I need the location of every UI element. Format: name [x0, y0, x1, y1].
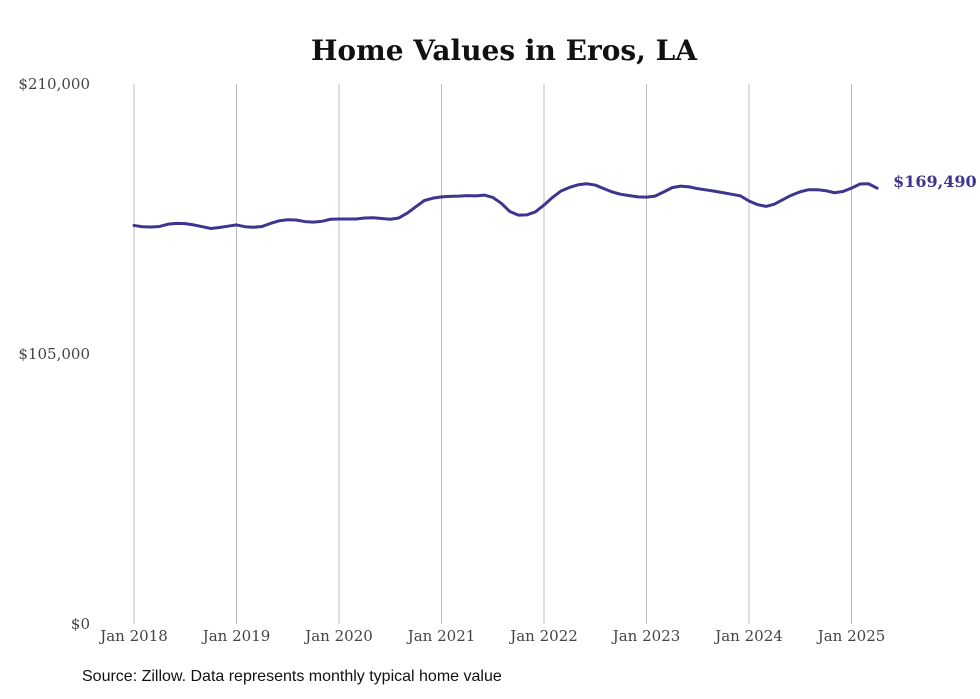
x-tick-label: Jan 2018: [98, 627, 168, 645]
y-tick-label: $0: [71, 615, 90, 633]
x-tick-label: Jan 2022: [508, 627, 578, 645]
series-line: [132, 182, 879, 231]
x-tick-label: Jan 2023: [611, 627, 681, 645]
source-note: Source: Zillow. Data represents monthly …: [82, 668, 502, 685]
end-value-label: $169,490: [893, 172, 977, 191]
x-axis: Jan 2018 Jan 2019 Jan 2020 Jan 2021 Jan 2022…: [98, 627, 885, 645]
chart-title: Home Values in Eros, LA: [311, 34, 698, 67]
x-tick-label: Jan 2019: [201, 627, 271, 645]
grid: [133, 84, 852, 624]
x-tick-label: Jan 2021: [406, 627, 476, 645]
y-axis: $0 $105,000 $210,000: [18, 75, 90, 633]
y-tick-label: $210,000: [18, 75, 90, 93]
x-tick-label: Jan 2020: [303, 627, 373, 645]
y-tick-label: $105,000: [18, 345, 90, 363]
x-tick-label: Jan 2024: [713, 627, 783, 645]
x-tick-label: Jan 2025: [816, 627, 886, 645]
